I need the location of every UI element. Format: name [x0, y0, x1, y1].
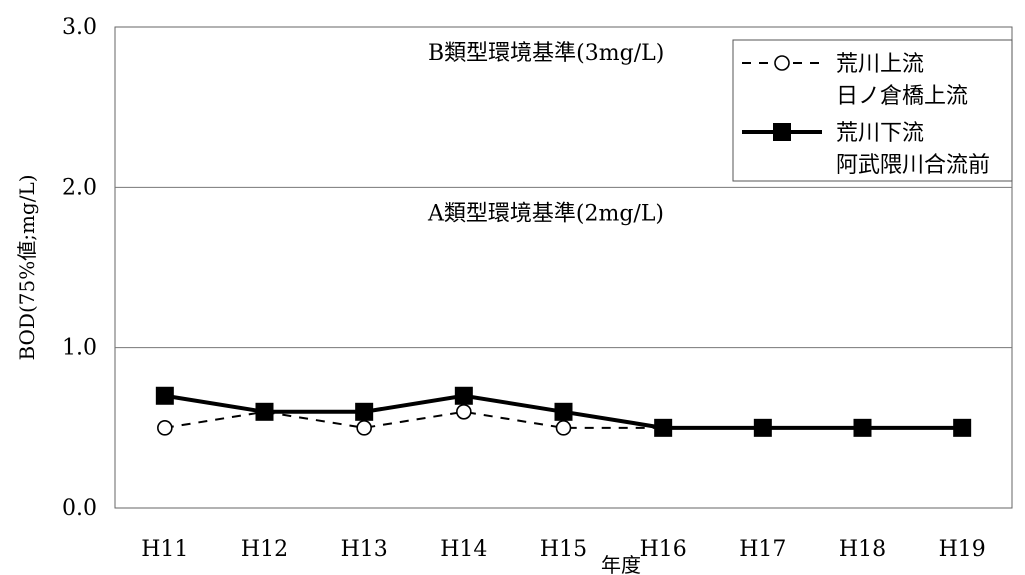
y-axis-ticks: 0.0 1.0 2.0 3.0 — [62, 15, 97, 521]
reference-labels: B類型環境基準(3mg/L) A類型環境基準(2mg/L) — [427, 41, 664, 226]
legend-marker-circle — [774, 55, 790, 71]
y-tick-label: 1.0 — [62, 336, 97, 361]
y-tick-label: 0.0 — [62, 496, 97, 521]
legend-label: 荒川下流 — [836, 121, 924, 146]
data-point-square — [853, 418, 872, 437]
grid-lines — [114, 26, 1013, 509]
x-tick-label: H14 — [440, 537, 487, 562]
x-tick-label: H17 — [739, 537, 786, 562]
data-point-square — [255, 402, 274, 421]
data-point-circle — [555, 420, 572, 436]
data-point-circle — [157, 420, 173, 436]
legend-marker-square — [773, 123, 791, 141]
data-point-circle — [456, 403, 472, 420]
legend-label-sub: 阿武隈川合流前 — [836, 153, 990, 178]
data-point-square — [355, 402, 374, 421]
x-axis-title: 年度 — [601, 553, 641, 575]
data-point-square — [155, 386, 174, 405]
plot-frame — [114, 26, 1013, 509]
x-tick-label: H15 — [540, 537, 587, 562]
reference-label: B類型環境基準(3mg/L) — [428, 41, 664, 66]
x-axis-ticks: H11 H12 H13 H14 H15 H16 H17 H18 H19 — [141, 537, 986, 562]
legend-label: 荒川上流 — [836, 52, 924, 77]
x-tick-label: H13 — [341, 537, 388, 562]
data-point-square — [953, 418, 972, 437]
data-point-square — [654, 418, 673, 437]
x-tick-label: H18 — [839, 537, 886, 562]
data-point-square — [454, 386, 473, 405]
data-point-circle — [356, 420, 372, 436]
y-axis-title: BOD(75%値;mg/L) — [15, 174, 39, 360]
reference-label: A類型環境基準(2mg/L) — [427, 201, 664, 226]
x-tick-label: H19 — [939, 537, 986, 562]
y-tick-label: 3.0 — [62, 15, 97, 40]
legend-label-sub: 日ノ倉橋上流 — [836, 84, 968, 109]
data-point-square — [554, 402, 573, 421]
x-tick-label: H16 — [640, 537, 687, 562]
data-point-square — [753, 418, 772, 437]
y-tick-label: 2.0 — [62, 175, 97, 200]
x-tick-label: H11 — [141, 537, 188, 562]
x-tick-label: H12 — [241, 537, 288, 562]
series-group — [155, 386, 972, 437]
